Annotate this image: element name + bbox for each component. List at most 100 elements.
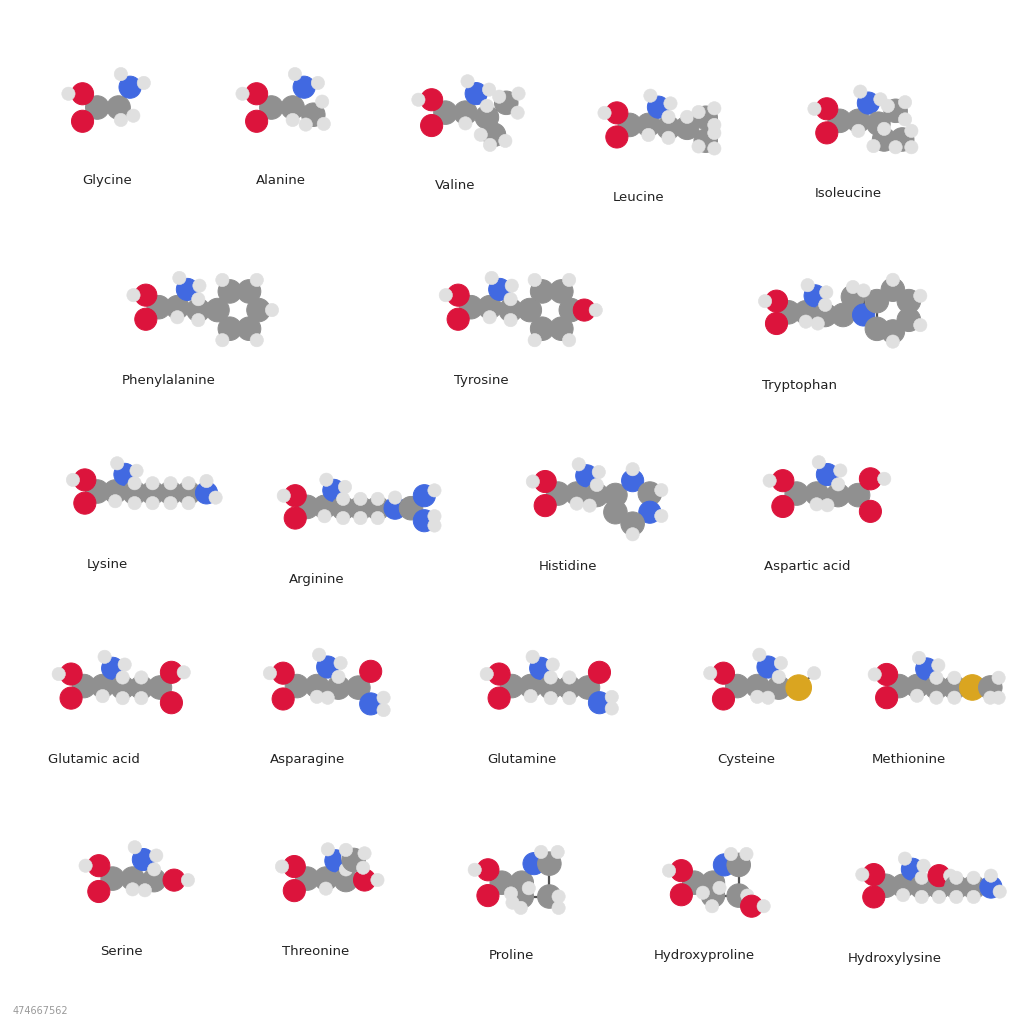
Circle shape xyxy=(145,476,160,489)
Text: Leucine: Leucine xyxy=(612,191,665,205)
Circle shape xyxy=(524,689,538,702)
Circle shape xyxy=(550,317,573,340)
Text: Methionine: Methionine xyxy=(871,753,946,766)
Circle shape xyxy=(816,122,838,144)
Circle shape xyxy=(281,96,304,119)
Text: Arginine: Arginine xyxy=(289,573,344,587)
Circle shape xyxy=(642,128,655,141)
Circle shape xyxy=(206,298,229,322)
Circle shape xyxy=(216,334,229,347)
Circle shape xyxy=(129,676,154,699)
Circle shape xyxy=(510,885,534,908)
Circle shape xyxy=(488,279,511,300)
Circle shape xyxy=(428,483,441,497)
Circle shape xyxy=(478,296,502,319)
Circle shape xyxy=(421,89,442,111)
Circle shape xyxy=(562,334,575,347)
Circle shape xyxy=(535,495,556,517)
Circle shape xyxy=(862,886,885,908)
Circle shape xyxy=(250,273,263,287)
Circle shape xyxy=(60,687,82,710)
Circle shape xyxy=(173,271,186,285)
Circle shape xyxy=(116,691,129,705)
Circle shape xyxy=(246,111,267,132)
Circle shape xyxy=(930,691,943,705)
Circle shape xyxy=(913,318,927,332)
Circle shape xyxy=(512,87,525,100)
Circle shape xyxy=(325,850,347,871)
Circle shape xyxy=(196,482,217,504)
Circle shape xyxy=(538,885,561,908)
Circle shape xyxy=(216,273,229,287)
Circle shape xyxy=(334,868,357,892)
Circle shape xyxy=(116,671,129,684)
Circle shape xyxy=(293,76,315,98)
Circle shape xyxy=(816,464,839,485)
Circle shape xyxy=(891,128,914,152)
Circle shape xyxy=(865,290,889,313)
Circle shape xyxy=(321,691,334,705)
Circle shape xyxy=(447,284,469,306)
Circle shape xyxy=(765,312,787,335)
Circle shape xyxy=(88,881,110,902)
Circle shape xyxy=(317,510,331,523)
Circle shape xyxy=(61,87,75,100)
Circle shape xyxy=(477,859,499,881)
Circle shape xyxy=(876,687,898,709)
Circle shape xyxy=(886,335,899,348)
Circle shape xyxy=(811,316,824,330)
Circle shape xyxy=(854,85,867,98)
Circle shape xyxy=(740,895,763,918)
Circle shape xyxy=(128,497,141,510)
Circle shape xyxy=(664,97,677,110)
Circle shape xyxy=(74,469,96,490)
Circle shape xyxy=(181,873,195,887)
Circle shape xyxy=(305,674,329,698)
Circle shape xyxy=(128,476,141,489)
Circle shape xyxy=(762,691,774,705)
Circle shape xyxy=(696,886,710,899)
Circle shape xyxy=(209,490,222,504)
Circle shape xyxy=(359,660,382,682)
Circle shape xyxy=(807,667,820,680)
Circle shape xyxy=(285,484,306,507)
Circle shape xyxy=(887,674,911,698)
Circle shape xyxy=(475,105,499,129)
Text: Glycine: Glycine xyxy=(82,174,132,187)
Circle shape xyxy=(772,670,785,684)
Circle shape xyxy=(724,848,737,860)
Circle shape xyxy=(161,662,182,683)
Circle shape xyxy=(831,477,845,490)
Text: Cysteine: Cysteine xyxy=(718,753,775,766)
Circle shape xyxy=(575,465,598,486)
Circle shape xyxy=(504,293,517,306)
Circle shape xyxy=(852,124,865,137)
Circle shape xyxy=(644,89,657,102)
Circle shape xyxy=(846,281,859,294)
Circle shape xyxy=(847,483,870,507)
Circle shape xyxy=(916,859,930,872)
Text: Glutamic acid: Glutamic acid xyxy=(48,753,140,766)
Circle shape xyxy=(284,855,305,878)
Circle shape xyxy=(140,481,164,505)
Circle shape xyxy=(295,496,319,518)
Circle shape xyxy=(526,650,540,664)
Circle shape xyxy=(925,676,948,699)
Circle shape xyxy=(311,77,325,89)
Circle shape xyxy=(489,870,513,895)
Circle shape xyxy=(565,482,589,506)
Circle shape xyxy=(558,676,582,699)
Circle shape xyxy=(312,496,336,518)
Circle shape xyxy=(984,691,997,705)
Circle shape xyxy=(314,866,338,891)
Text: Glutamine: Glutamine xyxy=(487,753,557,766)
Circle shape xyxy=(111,457,124,470)
Circle shape xyxy=(606,101,628,124)
Circle shape xyxy=(589,691,610,714)
Circle shape xyxy=(495,91,518,115)
Circle shape xyxy=(767,676,791,699)
Circle shape xyxy=(904,124,918,137)
Circle shape xyxy=(91,674,115,698)
Circle shape xyxy=(332,670,345,684)
Circle shape xyxy=(337,493,350,506)
